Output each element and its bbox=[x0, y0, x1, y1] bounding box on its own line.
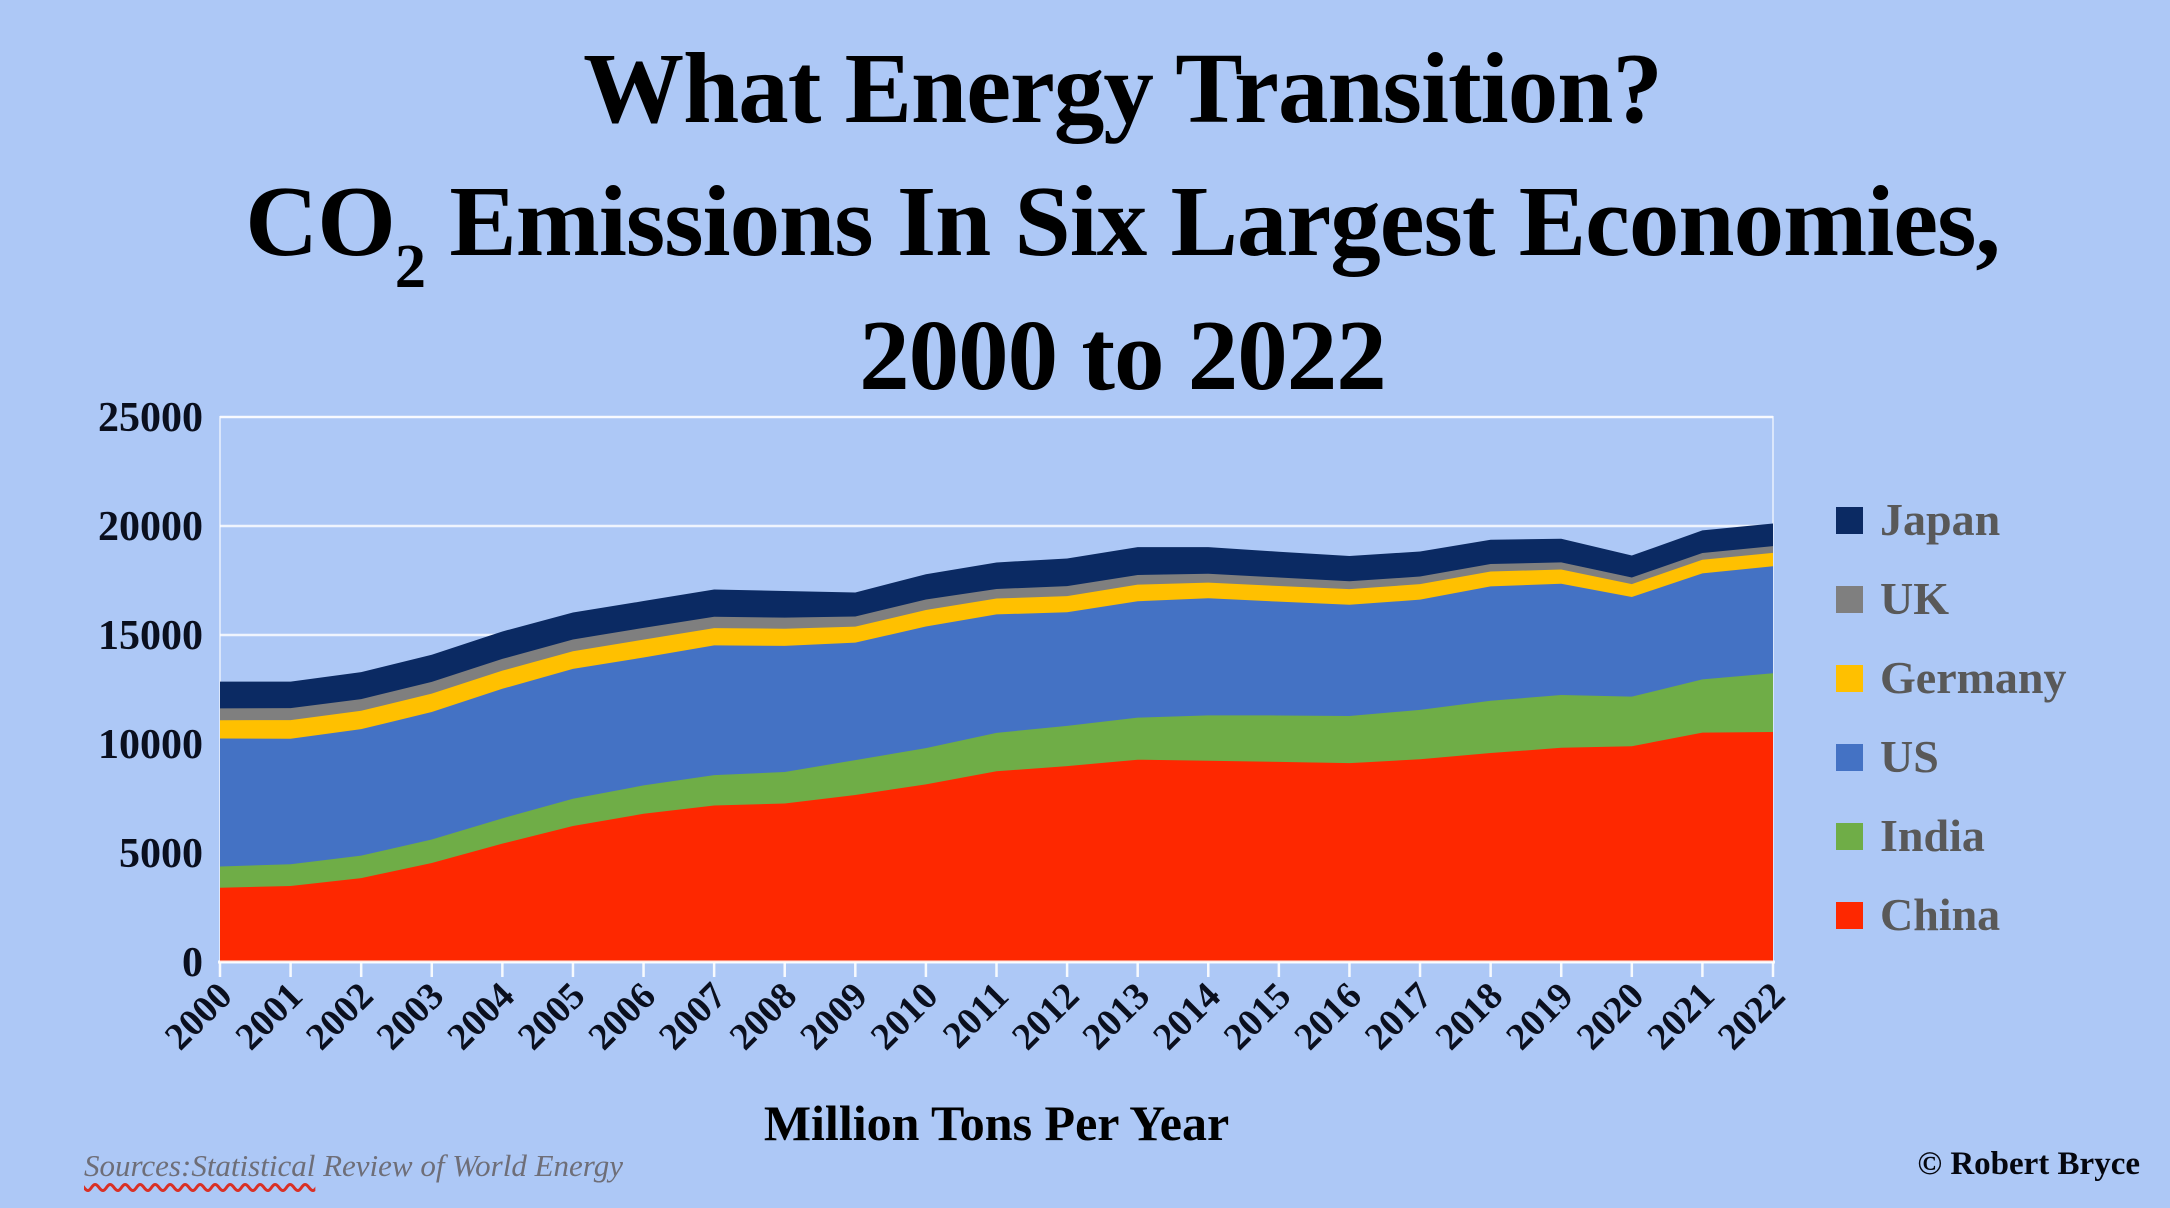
legend-label-uk: UK bbox=[1880, 573, 1949, 624]
x-tick-label: 2022 bbox=[1710, 975, 1793, 1058]
sources-rest-text: Review of World Energy bbox=[315, 1148, 623, 1183]
x-tick-label: 2008 bbox=[722, 975, 805, 1058]
sources-underlined-text: Sources:Statistical bbox=[84, 1148, 316, 1183]
x-tick-label: 2013 bbox=[1075, 975, 1158, 1058]
legend-label-china: China bbox=[1880, 889, 2001, 940]
legend-item-uk: UK bbox=[1836, 573, 2067, 625]
y-tick-label: 20000 bbox=[98, 504, 203, 550]
x-tick-label: 2020 bbox=[1569, 975, 1652, 1058]
legend-swatch-india bbox=[1836, 822, 1863, 850]
x-tick-label: 2004 bbox=[439, 975, 522, 1058]
x-tick-label: 2021 bbox=[1639, 975, 1722, 1058]
legend-swatch-uk bbox=[1836, 585, 1863, 613]
y-tick-label: 0 bbox=[182, 940, 203, 986]
area-china bbox=[220, 732, 1773, 962]
x-tick-label: 2001 bbox=[228, 975, 311, 1058]
legend-item-india: India bbox=[1836, 810, 2067, 862]
x-tick-label: 2016 bbox=[1286, 975, 1369, 1058]
x-tick-label: 2012 bbox=[1004, 975, 1087, 1058]
legend-swatch-japan bbox=[1836, 506, 1863, 534]
y-tick-label: 10000 bbox=[98, 722, 203, 768]
legend-label-india: India bbox=[1880, 810, 1985, 861]
co2-subscript: 2 bbox=[394, 230, 426, 301]
copyright-note: © Robert Bryce bbox=[1917, 1146, 2140, 1182]
x-axis-title: Million Tons Per Year bbox=[763, 1095, 1230, 1151]
x-tick-label: 2009 bbox=[792, 975, 875, 1058]
x-tick-label: 2010 bbox=[863, 975, 946, 1058]
legend-label-japan: Japan bbox=[1880, 494, 2001, 545]
x-tick-label: 2006 bbox=[580, 975, 663, 1058]
x-tick-label: 2003 bbox=[369, 975, 452, 1058]
page-title: What Energy Transition? CO2 Emissions In… bbox=[80, 22, 2165, 422]
legend-label-germany: Germany bbox=[1880, 652, 2067, 703]
y-tick-label: 5000 bbox=[119, 831, 203, 877]
x-tick-label: 2000 bbox=[157, 975, 240, 1058]
x-tick-label: 2005 bbox=[510, 975, 593, 1058]
legend-item-us: US bbox=[1836, 731, 2067, 783]
x-tick-label: 2014 bbox=[1145, 975, 1228, 1058]
x-tick-label: 2002 bbox=[298, 975, 381, 1058]
x-tick-label: 2019 bbox=[1498, 975, 1581, 1058]
legend-swatch-germany bbox=[1836, 664, 1863, 692]
x-tick-label: 2017 bbox=[1357, 975, 1440, 1058]
x-tick-label: 2011 bbox=[935, 975, 1017, 1057]
legend-swatch-china bbox=[1836, 901, 1863, 929]
title-line-1: What Energy Transition? bbox=[583, 32, 1663, 144]
legend-item-japan: Japan bbox=[1836, 494, 2067, 546]
legend-item-germany: Germany bbox=[1836, 652, 2067, 704]
legend-swatch-us bbox=[1836, 743, 1863, 771]
title-line-2: CO2 Emissions In Six Largest Economies, bbox=[245, 165, 2000, 301]
title-line-3: 2000 to 2022 bbox=[859, 298, 1387, 411]
x-tick-label: 2015 bbox=[1216, 975, 1299, 1058]
sources-note: Sources:Statistical Review of World Ener… bbox=[84, 1148, 623, 1184]
x-tick-label: 2018 bbox=[1428, 975, 1511, 1058]
y-tick-label: 25000 bbox=[98, 395, 203, 441]
legend-item-china: China bbox=[1836, 889, 2067, 941]
legend-label-us: US bbox=[1880, 731, 1939, 782]
x-tick-label: 2007 bbox=[651, 975, 734, 1058]
y-tick-label: 15000 bbox=[98, 613, 203, 659]
chart-legend: Japan UK Germany US India China bbox=[1836, 494, 2067, 968]
